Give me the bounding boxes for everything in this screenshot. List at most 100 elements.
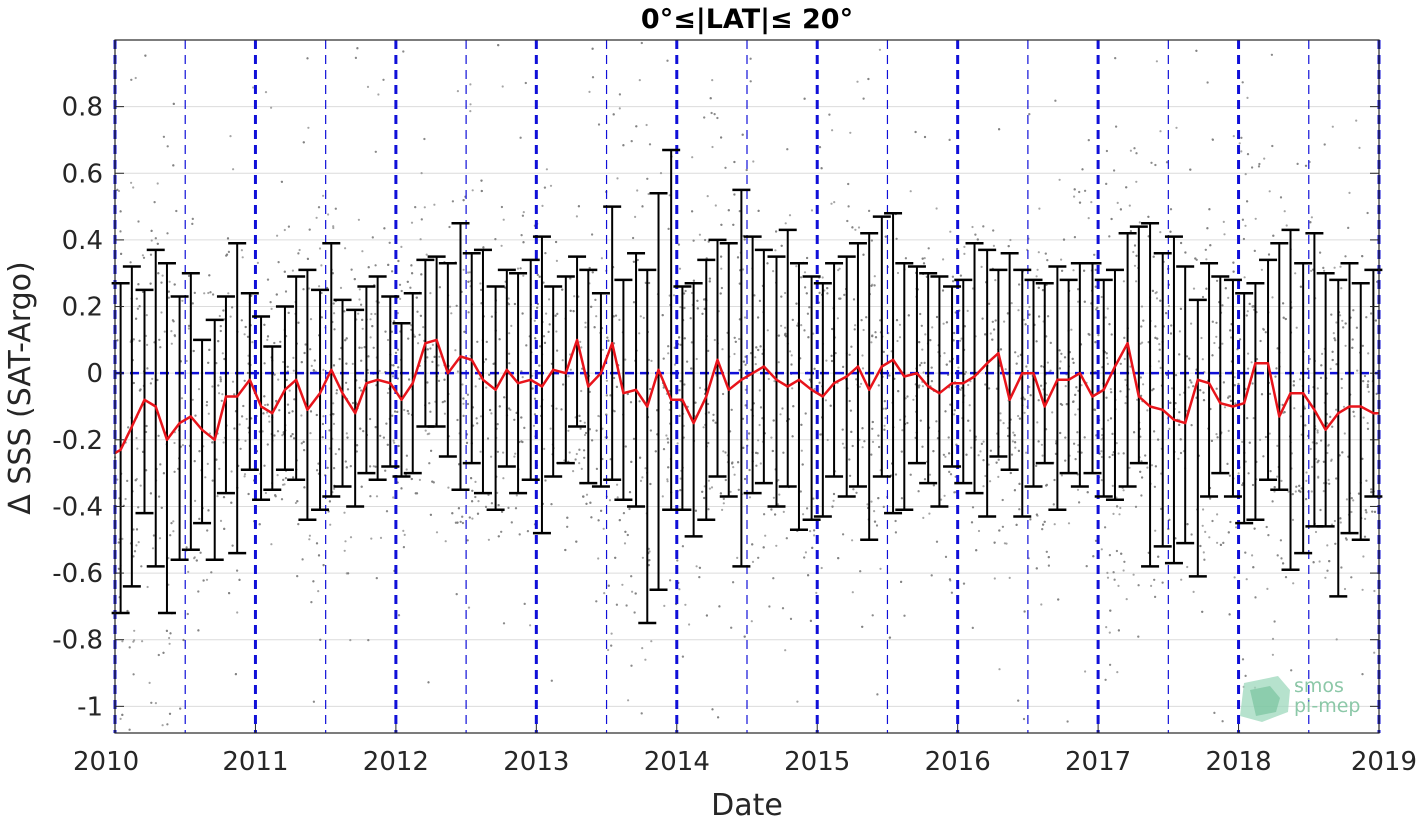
scatter-point [678, 336, 681, 339]
scatter-point [1113, 169, 1116, 172]
scatter-point [384, 330, 387, 333]
scatter-point [522, 241, 525, 244]
scatter-point [683, 383, 686, 386]
scatter-point [733, 352, 736, 356]
scatter-point [397, 366, 400, 369]
scatter-point [1305, 479, 1308, 482]
scatter-point [650, 359, 653, 362]
scatter-point [1140, 494, 1143, 497]
scatter-point [970, 521, 974, 524]
scatter-point [267, 415, 271, 418]
scatter-point [156, 182, 159, 185]
scatter-point [476, 340, 479, 343]
scatter-point [882, 350, 885, 353]
scatter-point [1265, 525, 1268, 529]
scatter-point [1008, 576, 1011, 580]
scatter-point [1366, 211, 1369, 215]
scatter-point [1132, 250, 1135, 254]
scatter-point [1202, 508, 1205, 511]
scatter-point [180, 397, 184, 400]
scatter-point [591, 233, 594, 236]
scatter-point [1124, 378, 1127, 381]
scatter-point [621, 583, 624, 586]
scatter-point [591, 271, 594, 274]
scatter-point [130, 181, 133, 184]
scatter-point [392, 439, 395, 442]
scatter-point [256, 261, 259, 264]
scatter-point [247, 492, 250, 496]
scatter-point [982, 485, 985, 488]
scatter-point [302, 440, 305, 443]
scatter-point [468, 516, 471, 519]
scatter-point [332, 226, 335, 230]
scatter-point [948, 138, 951, 141]
scatter-point [780, 295, 783, 298]
scatter-point [328, 500, 331, 503]
scatter-point [1077, 408, 1080, 411]
scatter-point [366, 85, 370, 88]
scatter-point [173, 441, 176, 445]
scatter-point [1133, 431, 1136, 434]
scatter-point [1252, 566, 1255, 569]
scatter-point [1333, 266, 1336, 269]
scatter-point [444, 540, 447, 543]
scatter-point [1073, 236, 1076, 239]
scatter-point [800, 324, 803, 327]
scatter-point [1036, 268, 1039, 271]
scatter-point [870, 500, 873, 503]
scatter-point [508, 352, 511, 355]
scatter-point [873, 284, 876, 287]
scatter-point [703, 485, 706, 488]
scatter-point [1073, 442, 1076, 445]
scatter-point [1280, 557, 1283, 560]
scatter-point [1158, 343, 1161, 346]
scatter-point [781, 407, 784, 410]
scatter-point [777, 479, 780, 482]
scatter-point [676, 442, 679, 445]
scatter-point [950, 591, 954, 594]
scatter-point [1152, 255, 1155, 258]
scatter-point [397, 259, 400, 263]
scatter-point [137, 541, 140, 544]
scatter-point [580, 389, 583, 393]
scatter-point [1232, 270, 1235, 273]
scatter-point [1275, 367, 1278, 370]
scatter-point [964, 370, 968, 374]
scatter-point [242, 404, 245, 408]
scatter-point [759, 462, 762, 465]
scatter-point [991, 320, 994, 323]
scatter-point [1247, 472, 1250, 475]
scatter-point [953, 409, 956, 412]
scatter-point [403, 533, 406, 537]
scatter-point [1276, 444, 1279, 447]
scatter-point [942, 453, 946, 456]
scatter-point [455, 593, 458, 596]
scatter-point [1344, 255, 1347, 258]
scatter-point [139, 484, 142, 487]
scatter-point [860, 382, 863, 385]
scatter-point [335, 389, 338, 392]
scatter-point [1047, 315, 1050, 318]
scatter-point [1116, 671, 1119, 674]
scatter-point [842, 533, 845, 536]
scatter-point [1169, 208, 1173, 211]
scatter-point [882, 505, 885, 508]
scatter-point [297, 321, 300, 324]
scatter-point [1040, 365, 1043, 368]
scatter-point [831, 129, 834, 132]
scatter-point [1028, 113, 1031, 116]
scatter-point [197, 590, 200, 593]
scatter-point [172, 102, 175, 105]
scatter-point [754, 356, 757, 359]
scatter-point [1059, 360, 1062, 363]
scatter-point [1123, 336, 1126, 339]
scatter-point [818, 291, 821, 294]
scatter-point [1078, 190, 1081, 194]
scatter-point [1300, 415, 1303, 418]
scatter-point [732, 581, 735, 584]
scatter-point [1111, 484, 1114, 487]
scatter-point [733, 473, 736, 476]
scatter-point [1046, 259, 1049, 262]
scatter-point [836, 317, 840, 320]
scatter-point [838, 267, 841, 270]
